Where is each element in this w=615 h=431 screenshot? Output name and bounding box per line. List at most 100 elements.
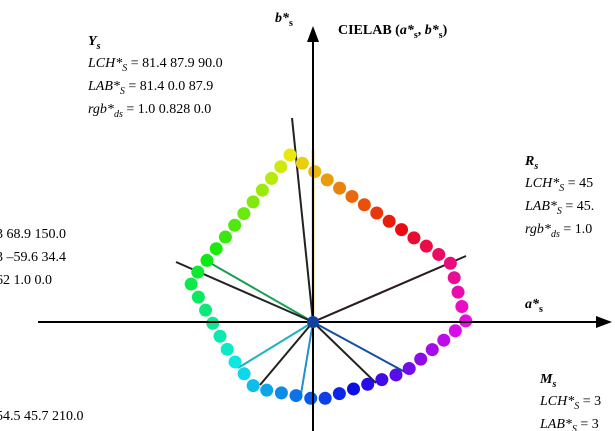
hue-dot xyxy=(437,333,451,347)
block-head: Ys xyxy=(88,34,101,52)
head: M xyxy=(539,372,553,387)
green-line xyxy=(204,259,314,323)
title: s xyxy=(414,30,418,41)
hue-lines xyxy=(175,117,467,401)
black-line xyxy=(312,255,467,323)
hue-dot xyxy=(184,277,198,291)
title: b* xyxy=(425,23,440,38)
prefix-sub: S xyxy=(120,86,125,97)
hue-dot xyxy=(260,383,274,397)
block-line: LAB*S = 81.4 0.0 87.9 xyxy=(87,79,213,97)
hue-dot xyxy=(333,181,347,195)
hue-dot xyxy=(345,189,359,203)
hue-dot xyxy=(375,373,389,387)
prefix-sub: S xyxy=(557,206,562,217)
prefix: LAB* xyxy=(539,417,572,431)
value: = 45. xyxy=(562,199,594,214)
hue-dot xyxy=(218,230,232,244)
hue-dot xyxy=(289,389,303,403)
title: s xyxy=(439,30,443,41)
value: = 3 xyxy=(577,417,599,431)
hue-dot xyxy=(283,148,297,162)
hue-dot xyxy=(347,382,361,396)
hue-dot xyxy=(206,316,220,330)
arrow xyxy=(596,316,612,328)
title: CIELAB (a*s, b*s) xyxy=(338,23,448,41)
hue-dot xyxy=(308,165,322,179)
label: s xyxy=(289,18,293,29)
prefix-sub: S xyxy=(122,63,127,74)
hue-dot xyxy=(228,355,242,369)
hue-dot xyxy=(402,362,416,376)
black-line xyxy=(259,321,314,386)
hue-dot xyxy=(357,198,371,212)
block-line: 62 1.0 0.0 xyxy=(0,273,52,288)
hue-dot xyxy=(228,218,242,232)
cyan-line xyxy=(237,321,314,369)
hue-dot xyxy=(459,314,473,328)
label: s xyxy=(539,304,543,315)
prefix: LAB* xyxy=(524,199,557,214)
head-sub: s xyxy=(551,379,556,390)
title: CIELAB ( xyxy=(338,23,400,38)
hue-dot xyxy=(419,239,433,253)
block-line: 54.5 45.7 210.0 xyxy=(0,409,84,424)
hue-dot xyxy=(414,352,428,366)
hue-dot xyxy=(295,156,309,170)
prefix-sub: S xyxy=(559,183,564,194)
arrow xyxy=(307,26,319,42)
hue-dot xyxy=(448,324,462,338)
block-line: rgb*ds = 1.0 xyxy=(525,222,592,240)
head-sub: s xyxy=(533,161,538,172)
value: 62 1.0 0.0 xyxy=(0,273,52,288)
prefix: LCH* xyxy=(539,394,574,409)
title: a* xyxy=(400,23,415,38)
value: 54.5 45.7 210.0 xyxy=(0,409,84,424)
hue-dot xyxy=(425,343,439,357)
blue-line xyxy=(312,321,406,373)
prefix: LAB* xyxy=(87,79,120,94)
hue-dot xyxy=(447,271,461,285)
hue-dot xyxy=(382,214,396,228)
hue-dot xyxy=(200,253,214,267)
hue-dot xyxy=(274,386,288,400)
block-line: LCH*S = 81.4 87.9 90.0 xyxy=(87,56,223,74)
hue-dot xyxy=(220,342,234,356)
hue-dot xyxy=(320,173,334,187)
hue-dots xyxy=(184,148,473,405)
black-line xyxy=(312,321,377,384)
hue-dot xyxy=(432,247,446,261)
hue-dot xyxy=(265,171,279,185)
prefix: rgb* xyxy=(525,222,551,237)
hue-dot xyxy=(246,379,260,393)
value: = 1.0 0.828 0.0 xyxy=(123,102,211,117)
block-line: rgb*ds = 1.0 0.828 0.0 xyxy=(88,102,211,120)
hue-dot xyxy=(318,391,332,405)
hue-dot xyxy=(213,329,227,343)
hue-dot xyxy=(370,206,384,220)
head: R xyxy=(524,154,534,169)
hue-dot xyxy=(455,300,469,314)
title: , xyxy=(418,23,425,38)
a-axis-label: a*s xyxy=(525,297,543,315)
black-line xyxy=(291,117,314,323)
value: = 81.4 0.0 87.9 xyxy=(125,79,213,94)
hue-dot xyxy=(199,303,213,317)
block-line: LAB*S = 45. xyxy=(524,199,594,217)
value: = 1.0 xyxy=(560,222,592,237)
hue-dot xyxy=(395,223,409,237)
hue-dot xyxy=(246,195,260,209)
hue-dot xyxy=(332,387,346,401)
hue-dot xyxy=(209,242,223,256)
head: Y xyxy=(88,34,98,49)
hue-dot xyxy=(237,207,251,221)
cyan-line xyxy=(299,321,314,401)
hue-dot xyxy=(407,231,421,245)
block-line: LAB*S = 3 xyxy=(539,417,599,431)
prefix: LCH* xyxy=(87,56,122,71)
prefix: LCH* xyxy=(524,176,559,191)
value: 3 –59.6 34.4 xyxy=(0,250,66,265)
